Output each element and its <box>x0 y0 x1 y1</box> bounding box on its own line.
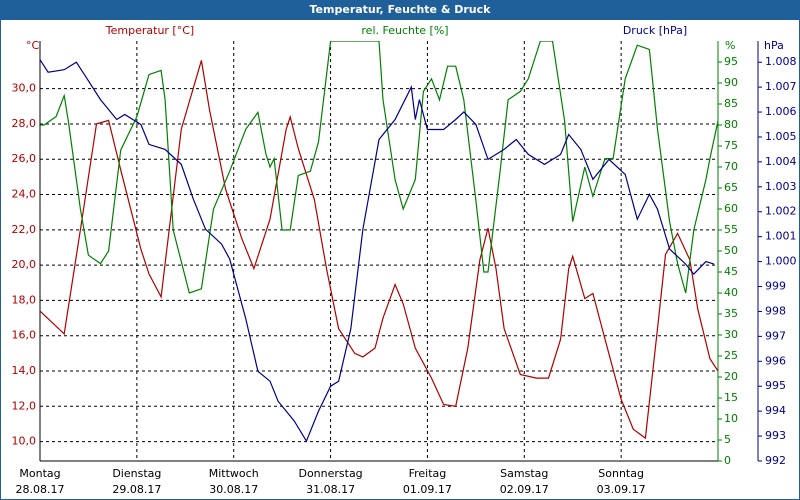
y2-tick-label: 85 <box>724 97 738 110</box>
x-tick-label: 01.09.17 <box>403 483 452 496</box>
y3-tick-label: 1.008 <box>765 55 797 68</box>
y2-tick-label: 65 <box>724 181 738 194</box>
y3-tick-label: 992 <box>765 454 786 467</box>
y3-tick-label: 1.001 <box>765 230 797 243</box>
series-line <box>40 41 718 294</box>
y3-tick-label: 999 <box>765 280 786 293</box>
y3-tick-label: 1.000 <box>765 255 797 268</box>
legend-label: rel. Feuchte [%] <box>361 24 448 37</box>
y3-tick-label: 994 <box>765 404 786 417</box>
y-tick-label: 30,0 <box>12 82 37 95</box>
y3-tick-label: 1.003 <box>765 180 797 193</box>
y3-tick-label: 996 <box>765 354 786 367</box>
x-tick-label: 29.08.17 <box>112 483 161 496</box>
y3-axis-unit: hPa <box>764 39 784 52</box>
x-tick-label: Freitag <box>409 467 447 480</box>
y-tick-label: 14,0 <box>12 364 37 377</box>
y2-tick-label: 35 <box>724 307 738 320</box>
y3-tick-label: 995 <box>765 379 786 392</box>
y-tick-label: 20,0 <box>12 258 37 271</box>
x-tick-label: Samstag <box>500 467 548 480</box>
y2-tick-label: 60 <box>724 202 738 215</box>
y3-tick-label: 997 <box>765 329 786 342</box>
chart-title: Temperatur, Feuchte & Druck <box>310 3 492 16</box>
y2-tick-label: 90 <box>724 76 738 89</box>
y2-tick-label: 30 <box>724 328 738 341</box>
y3-tick-label: 1.004 <box>765 155 797 168</box>
y2-tick-label: 55 <box>724 223 738 236</box>
y2-tick-label: 15 <box>724 391 738 404</box>
y-tick-label: 26,0 <box>12 152 37 165</box>
y-tick-label: 16,0 <box>12 329 37 342</box>
y2-tick-label: 0 <box>724 454 731 467</box>
y2-tick-label: 75 <box>724 139 738 152</box>
y-tick-label: 28,0 <box>12 117 37 130</box>
series-line <box>40 60 718 440</box>
y3-tick-label: 1.002 <box>765 205 797 218</box>
y-tick-label: 12,0 <box>12 399 37 412</box>
title-bar <box>0 0 800 20</box>
y-axis-unit: °C <box>26 39 40 52</box>
y3-tick-label: 998 <box>765 304 786 317</box>
x-tick-label: 03.09.17 <box>597 483 646 496</box>
y-tick-label: 24,0 <box>12 188 37 201</box>
y2-tick-label: 10 <box>724 412 738 425</box>
y3-tick-label: 1.006 <box>765 105 797 118</box>
x-tick-label: Mittwoch <box>209 467 259 480</box>
series-line <box>40 59 715 443</box>
x-tick-label: 30.08.17 <box>209 483 258 496</box>
y2-tick-label: 5 <box>724 433 731 446</box>
x-tick-label: 31.08.17 <box>306 483 355 496</box>
y3-tick-label: 1.005 <box>765 130 797 143</box>
y2-axis-unit: % <box>725 39 735 52</box>
x-tick-label: Donnerstag <box>298 467 362 480</box>
y2-tick-label: 25 <box>724 349 738 362</box>
y2-tick-label: 40 <box>724 286 738 299</box>
x-tick-label: Sonntag <box>598 467 644 480</box>
y3-tick-label: 993 <box>765 429 786 442</box>
legend-label: Druck [hPa] <box>623 24 687 37</box>
x-tick-label: Montag <box>19 467 60 480</box>
legend-label: Temperatur [°C] <box>105 24 194 37</box>
y-tick-label: 10,0 <box>12 435 37 448</box>
x-tick-label: Dienstag <box>112 467 161 480</box>
y2-tick-label: 50 <box>724 244 738 257</box>
y2-tick-label: 70 <box>724 160 738 173</box>
y2-tick-label: 95 <box>724 55 738 68</box>
x-tick-label: 28.08.17 <box>16 483 65 496</box>
y2-tick-label: 20 <box>724 370 738 383</box>
y-tick-label: 18,0 <box>12 293 37 306</box>
y2-tick-label: 80 <box>724 118 738 131</box>
y2-tick-label: 45 <box>724 265 738 278</box>
y3-tick-label: 1.007 <box>765 80 797 93</box>
x-tick-label: 02.09.17 <box>500 483 549 496</box>
y-tick-label: 22,0 <box>12 223 37 236</box>
